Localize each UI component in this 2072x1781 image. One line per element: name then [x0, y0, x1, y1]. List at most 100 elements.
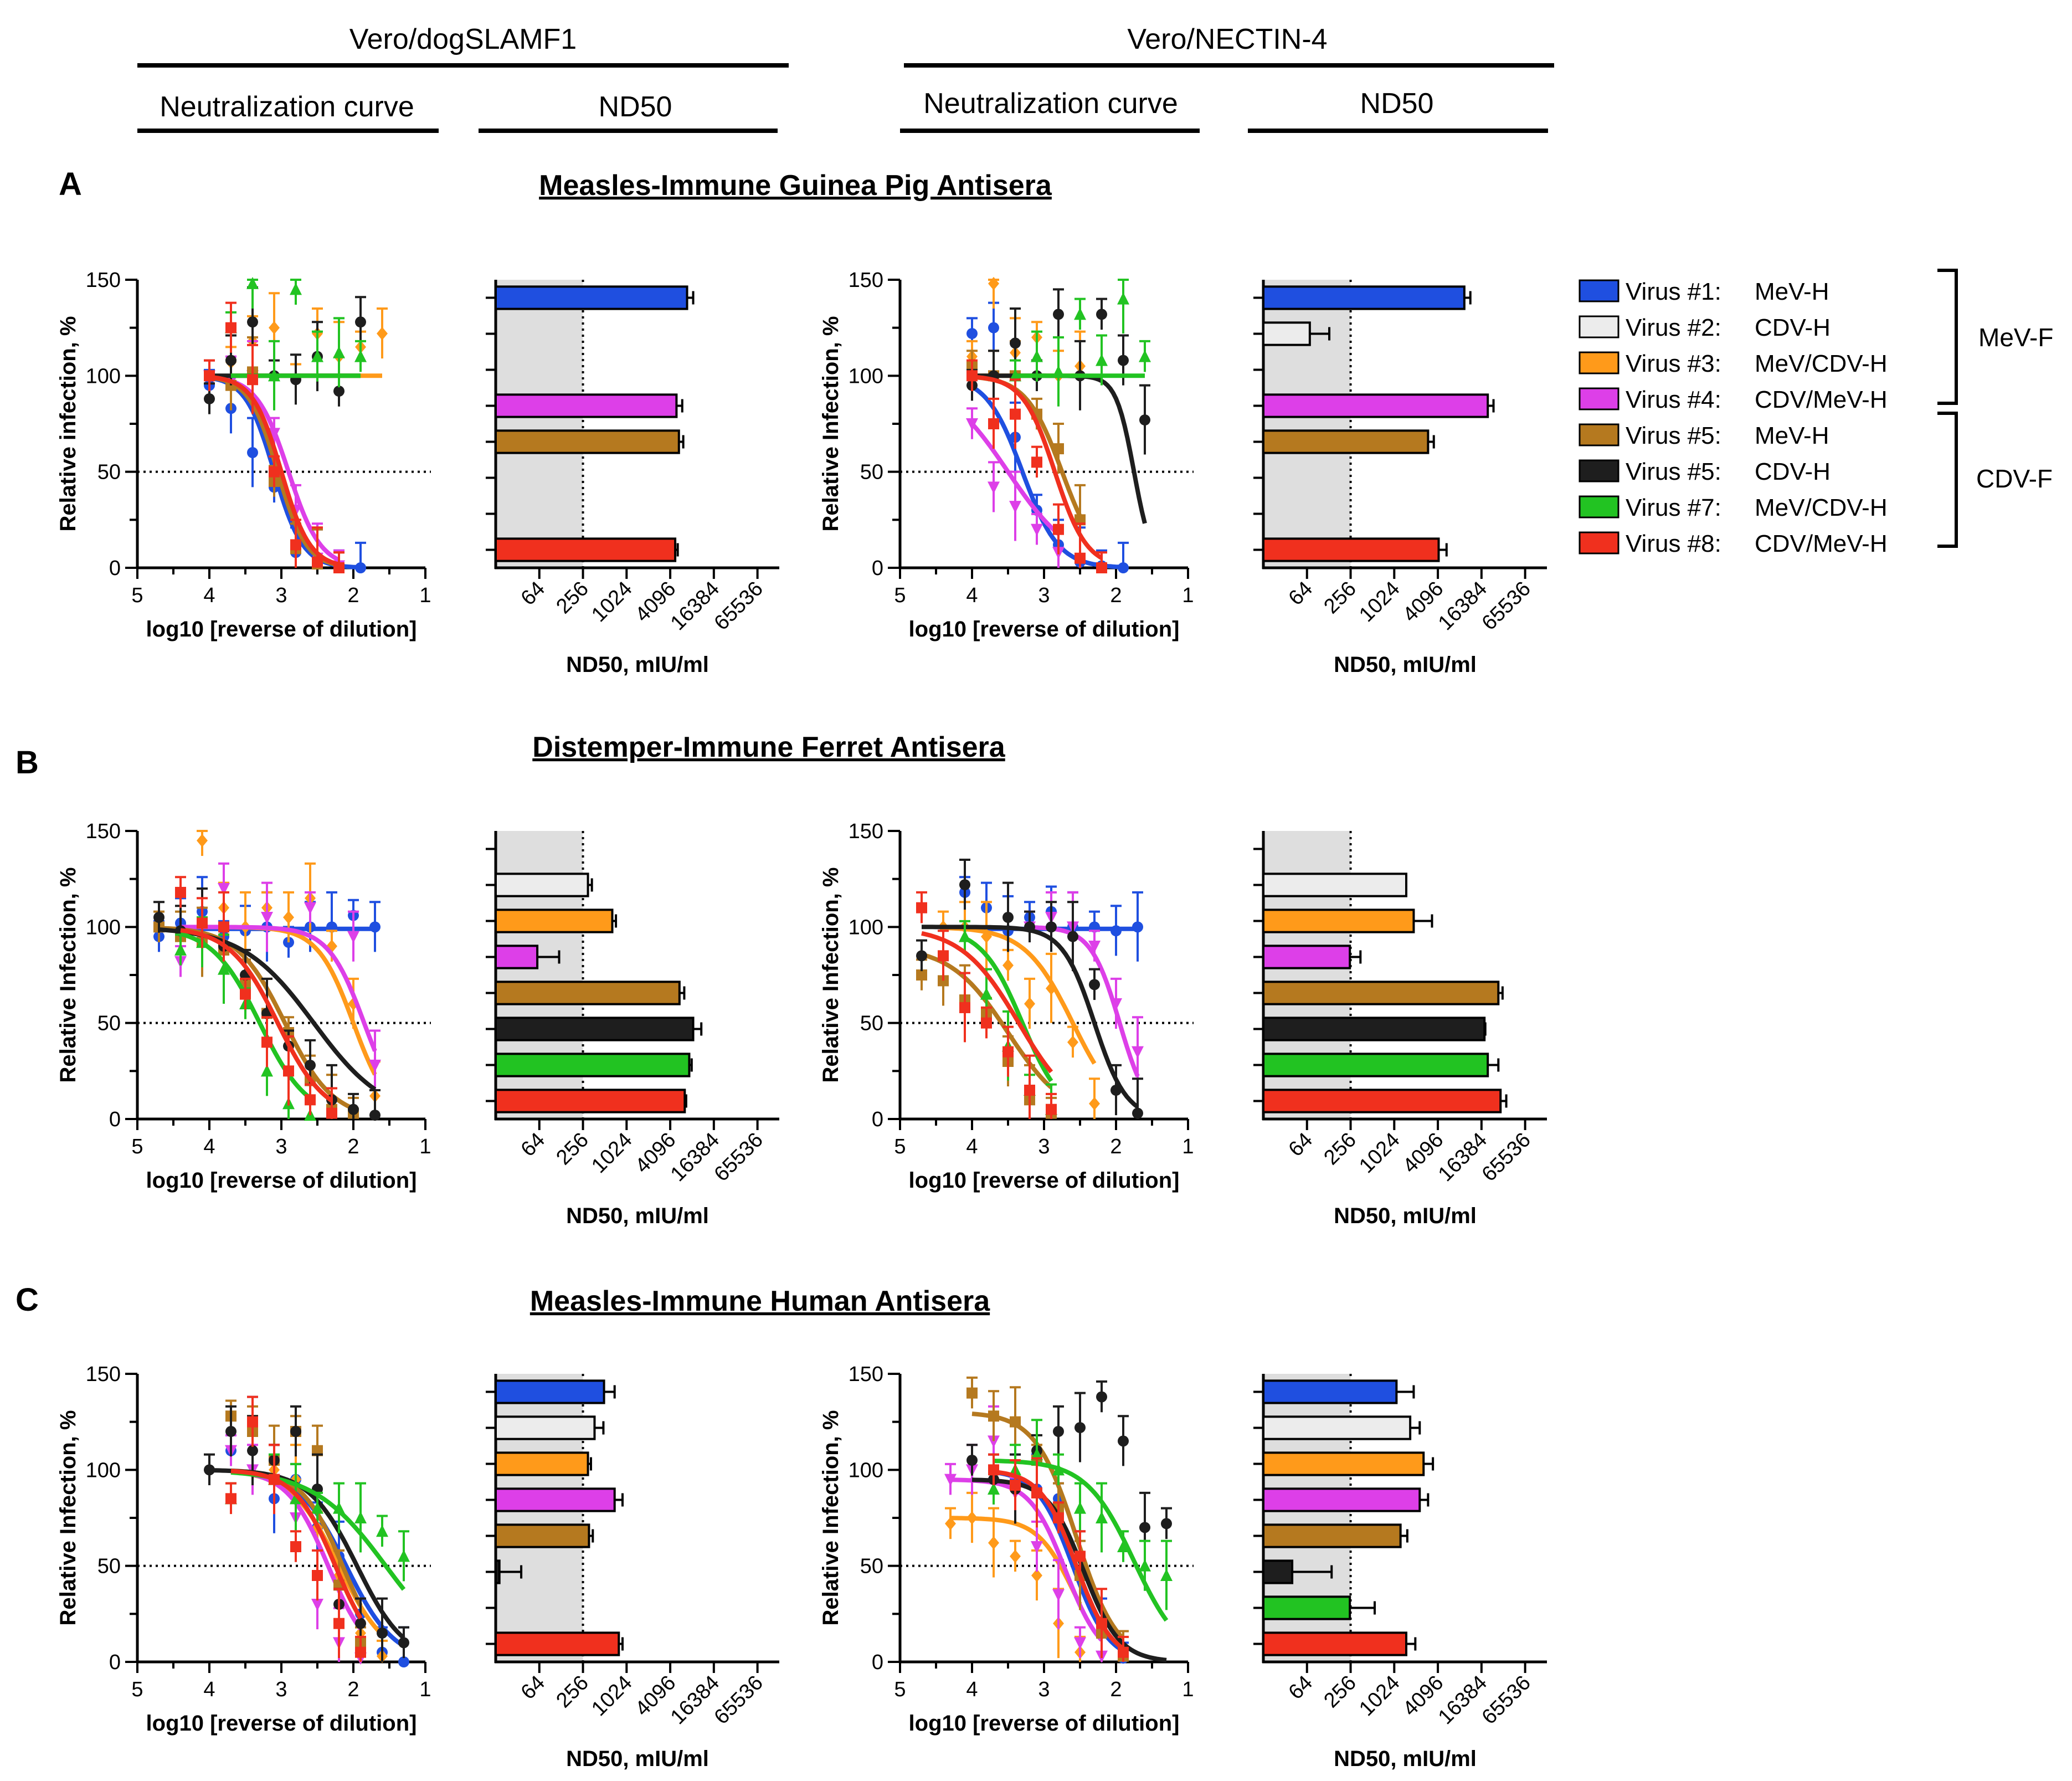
- x-tick-label: 64: [1284, 1128, 1318, 1162]
- series-virus-5: [966, 340, 1086, 555]
- series-virus-6: [204, 286, 366, 414]
- x-tick-label: 64: [1284, 1671, 1318, 1705]
- legend-group-cdv-f: CDV-F: [1976, 464, 2053, 493]
- data-point: [197, 917, 208, 929]
- x-tick-label: 1024: [587, 1128, 636, 1178]
- data-point: [305, 1059, 316, 1071]
- x-tick-label: 16384: [1434, 577, 1492, 635]
- legend-swatch-1: [1579, 279, 1619, 302]
- legend-swatch-7: [1579, 495, 1619, 519]
- data-point: [1031, 1487, 1042, 1498]
- header-cell-line-left: Vero/dogSLAMF1: [349, 23, 577, 55]
- x-tick-label: 5: [894, 1678, 906, 1701]
- data-point: [240, 988, 251, 1000]
- data-point: [1160, 1569, 1173, 1581]
- data-point: [1009, 369, 1021, 382]
- y-axis-title: Relative Infection, %: [56, 1410, 80, 1626]
- legend-label-5: Virus #5:: [1626, 422, 1721, 449]
- x-tick-label: 1024: [1355, 1671, 1404, 1721]
- legend-construct-2: CDV-H: [1755, 314, 1831, 341]
- data-point: [966, 418, 978, 430]
- x-tick-label: 256: [1319, 577, 1361, 619]
- x-tick-label: 64: [517, 577, 550, 610]
- legend-label-1: Virus #1:: [1626, 278, 1721, 305]
- y-tick-label: 50: [860, 1012, 883, 1035]
- x-tick-label: 256: [1319, 1671, 1361, 1713]
- x-tick-label: 1: [1182, 584, 1194, 607]
- x-tick-label: 1: [419, 584, 431, 607]
- bar-virus-7: [1262, 1595, 1351, 1620]
- x-tick-label: 1024: [1355, 577, 1404, 627]
- series-virus-8: [988, 1453, 1129, 1662]
- x-axis-title: ND50, mIU/ml: [566, 653, 709, 677]
- data-point: [311, 350, 323, 362]
- fit-curve-virus-7: [993, 1459, 1169, 1622]
- data-point: [1096, 562, 1107, 573]
- data-point: [1053, 1426, 1064, 1437]
- data-point: [981, 930, 992, 943]
- bar-virus-2: [1262, 321, 1311, 346]
- series-virus-6: [916, 859, 1143, 1119]
- bar-virus-2: [495, 1415, 596, 1440]
- legend-group-mev-f: MeV-F: [1978, 323, 2053, 352]
- bar-virus-1: [1262, 1379, 1398, 1404]
- x-tick-label: 3: [1038, 584, 1050, 607]
- data-point: [290, 1541, 301, 1552]
- fit-curve-virus-4: [1029, 925, 1140, 1077]
- x-tick-label: 65536: [710, 1128, 768, 1186]
- x-tick-label: 64: [517, 1128, 550, 1162]
- data-point: [355, 316, 366, 328]
- y-tick-label: 150: [849, 820, 883, 843]
- legend-swatch-2: [1579, 315, 1619, 338]
- y-tick-label: 100: [86, 1459, 121, 1482]
- data-point: [1110, 1085, 1122, 1096]
- x-axis-title: log10 [reverse of dilution]: [909, 1168, 1180, 1193]
- x-tick-label: 4: [203, 1135, 215, 1158]
- x-tick-label: 1: [419, 1135, 431, 1158]
- data-point: [1110, 998, 1122, 1010]
- data-point: [1046, 921, 1057, 933]
- data-point: [1132, 1046, 1144, 1059]
- y-tick-label: 0: [109, 557, 121, 580]
- data-point: [1002, 1046, 1014, 1058]
- data-point: [269, 321, 280, 335]
- y-tick-label: 0: [872, 1651, 883, 1674]
- data-point: [1118, 1646, 1129, 1658]
- data-point: [1010, 1416, 1021, 1428]
- data-point: [1053, 1512, 1064, 1523]
- x-axis-title: ND50, mIU/ml: [1334, 653, 1477, 677]
- data-point: [355, 1646, 366, 1658]
- data-point: [1074, 552, 1086, 564]
- y-tick-label: 50: [860, 1555, 883, 1578]
- data-point: [218, 921, 229, 933]
- x-tick-label: 1024: [587, 577, 636, 627]
- x-tick-label: 4: [966, 1135, 978, 1158]
- x-tick-label: 1: [1182, 1678, 1194, 1701]
- data-point: [916, 902, 927, 913]
- data-point: [1052, 1463, 1065, 1476]
- data-point: [269, 466, 280, 478]
- data-point: [305, 1094, 316, 1106]
- data-point: [1053, 309, 1064, 320]
- data-point: [1118, 1435, 1129, 1447]
- data-point: [988, 1482, 1000, 1495]
- data-point: [1002, 958, 1014, 972]
- data-point: [369, 1059, 381, 1072]
- data-point: [916, 969, 927, 981]
- x-axis-title: log10 [reverse of dilution]: [909, 1711, 1180, 1736]
- legend-construct-6: CDV-H: [1755, 458, 1831, 485]
- data-point: [1024, 997, 1035, 1010]
- data-point: [1132, 921, 1143, 933]
- y-tick-label: 0: [872, 557, 883, 580]
- y-tick-label: 150: [849, 1363, 883, 1386]
- panel-title-b: Distemper-Immune Ferret Antisera: [532, 731, 1006, 763]
- data-point: [326, 1107, 337, 1119]
- header-neutralization-left: Neutralization curve: [160, 91, 414, 123]
- legend-swatch-4: [1579, 387, 1619, 410]
- data-point: [225, 1426, 236, 1437]
- data-point: [247, 1445, 258, 1456]
